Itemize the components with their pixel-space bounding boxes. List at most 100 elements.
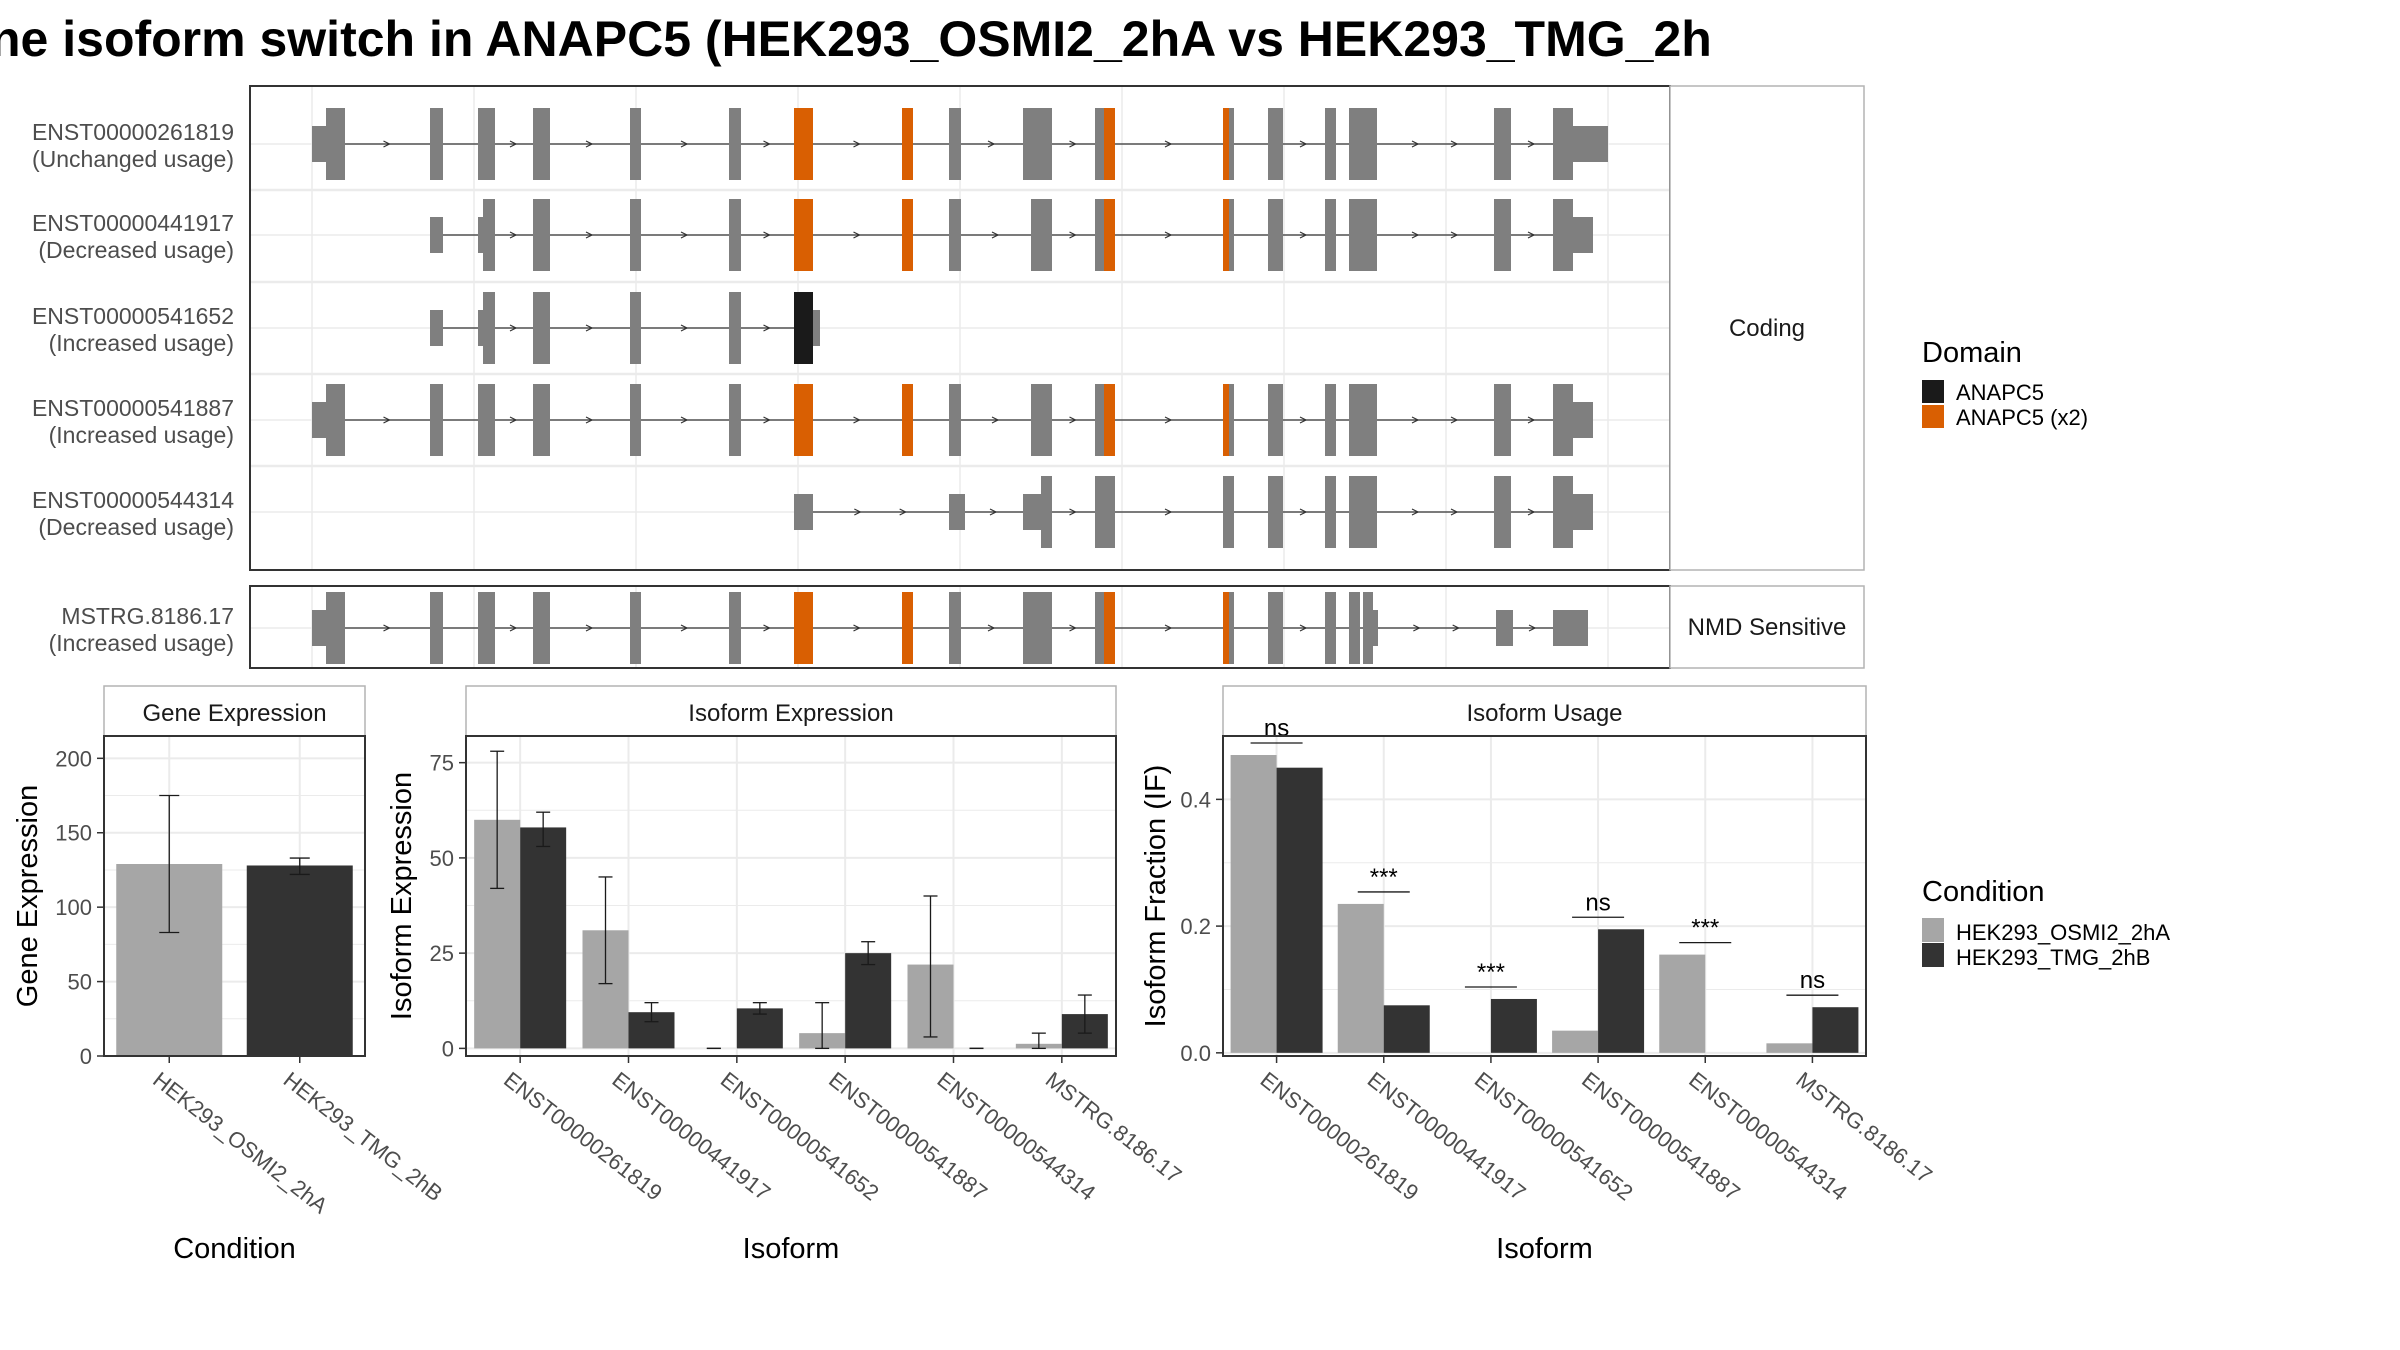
exon <box>1325 592 1336 664</box>
intron-direction-arrow <box>763 231 771 239</box>
bar <box>1490 998 1537 1053</box>
exon <box>1349 592 1360 664</box>
transcript-id-label: ENST00000544314 <box>32 487 234 513</box>
intron-direction-arrow <box>853 140 861 148</box>
exon <box>1229 108 1234 180</box>
intron-direction-arrow <box>1299 624 1308 632</box>
chart-panel-2: Isoform Usagens******ns***ns0.00.20.4ENS… <box>1140 685 1937 1265</box>
y-tick-label: 150 <box>55 821 92 846</box>
chart-panel-border <box>103 735 366 1057</box>
intron-direction-arrow <box>509 140 518 148</box>
exon <box>1268 384 1283 456</box>
transcript-model-ENST00000544314 <box>794 476 1593 548</box>
intron-direction-arrow <box>1069 140 1077 148</box>
exon-domain <box>794 199 813 271</box>
chart-strip-title: Isoform Expression <box>688 700 893 727</box>
exon <box>794 494 813 530</box>
transcript-structure-panel: Coding NMD Sensitive ENST00000261819(Uncha… <box>32 85 1865 669</box>
y-tick-label: 25 <box>430 941 454 966</box>
y-tick-label: 100 <box>55 895 92 920</box>
intron-direction-arrow <box>1413 624 1421 632</box>
intron-direction-arrow <box>383 140 391 148</box>
exon <box>729 592 741 664</box>
exon-domain <box>1104 592 1115 664</box>
exon <box>430 310 443 346</box>
intron-direction-arrow <box>1411 231 1420 239</box>
transcript-id-label: ENST00000261819 <box>32 119 234 145</box>
significance-label: *** <box>1477 959 1505 986</box>
exon <box>630 292 641 364</box>
exon <box>1494 476 1511 548</box>
chart-strip <box>103 685 366 737</box>
exon-domain <box>1104 199 1115 271</box>
domain-legend: Domain ANAPC5 ANAPC5 (x2) <box>1922 337 2088 430</box>
bar <box>1276 767 1323 1053</box>
exon <box>1095 384 1104 456</box>
exon-domain <box>1223 592 1229 664</box>
exon <box>478 592 495 664</box>
intron-direction-arrow <box>680 140 689 148</box>
exon <box>326 384 345 456</box>
exon-domain <box>794 292 813 364</box>
exon <box>1553 108 1573 180</box>
significance-label: *** <box>1691 915 1719 942</box>
intron-direction-arrow <box>1450 140 1459 148</box>
bar <box>1812 1007 1859 1053</box>
exon-domain <box>902 108 913 180</box>
exon <box>949 384 961 456</box>
nmd-strip <box>1669 585 1865 669</box>
exon-domain <box>794 108 813 180</box>
y-axis-title: Isoform Fraction (IF) <box>1140 765 1172 1028</box>
exon <box>1229 199 1234 271</box>
exon <box>1041 476 1052 548</box>
legend-swatch-cond2 <box>1922 943 1944 967</box>
intron-direction-arrow <box>1299 416 1308 424</box>
intron-direction-arrow <box>763 140 771 148</box>
exon-domain <box>794 384 813 456</box>
intron-direction-arrow <box>1299 140 1308 148</box>
exon <box>630 199 641 271</box>
exon <box>949 108 961 180</box>
y-tick-label: 200 <box>55 746 92 771</box>
exon <box>430 384 443 456</box>
significance-label: ns <box>1264 715 1289 742</box>
exon <box>630 592 641 664</box>
y-tick-label: 0 <box>442 1036 454 1061</box>
exon <box>1494 199 1511 271</box>
intron-direction-arrow <box>1164 416 1173 424</box>
exon <box>533 384 550 456</box>
intron-direction-arrow <box>1164 508 1173 516</box>
figure-title: ne isoform switch in ANAPC5 (HEK293_OSMI… <box>0 11 1712 67</box>
exon-domain <box>1223 384 1229 456</box>
x-axis-title: Isoform <box>743 1233 840 1265</box>
chart-strip <box>1222 685 1867 737</box>
transcript-id-label: ENST00000541887 <box>32 395 234 421</box>
legend-swatch-anapc5-x2 <box>1922 405 1944 428</box>
transcript-id-label: ENST00000541652 <box>32 303 234 329</box>
exon <box>1349 199 1377 271</box>
exon <box>1363 592 1373 664</box>
exon <box>1268 199 1283 271</box>
exon <box>949 592 961 664</box>
significance-label: ns <box>1585 889 1610 916</box>
intron-direction-arrow <box>763 324 771 332</box>
bar <box>520 827 567 1049</box>
intron-direction-arrow <box>1527 416 1536 424</box>
transcript-id-label: MSTRG.8186.17 <box>61 603 234 629</box>
legend-label-cond1: HEK293_OSMI2_2hA <box>1956 920 2170 945</box>
y-axis-title: Gene Expression <box>12 785 44 1007</box>
exon <box>533 199 550 271</box>
coding-strip-label: Coding <box>1729 315 1805 342</box>
exon <box>1325 476 1336 548</box>
exon <box>1095 108 1104 180</box>
intron-direction-arrow <box>1411 508 1420 516</box>
exon <box>1031 199 1052 271</box>
exon-domain <box>902 199 913 271</box>
intron-direction-arrow <box>1164 624 1173 632</box>
y-tick-label: 0.4 <box>1180 787 1211 812</box>
intron-direction-arrow <box>680 324 689 332</box>
intron-direction-arrow <box>680 416 689 424</box>
chart-strip-title: Isoform Usage <box>1466 700 1622 727</box>
exon <box>1023 592 1052 664</box>
